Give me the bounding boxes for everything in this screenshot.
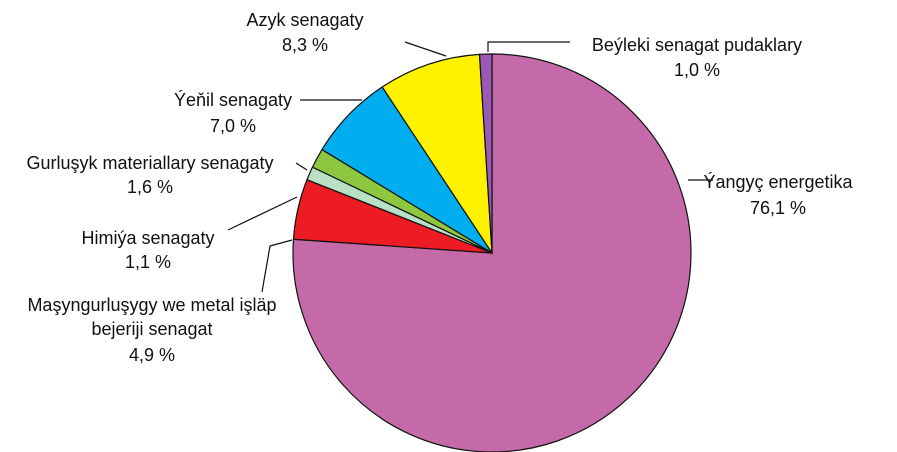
slice-label: Himiýa senagaty bbox=[81, 228, 215, 248]
slices bbox=[292, 53, 692, 452]
slice-value: 7,0 % bbox=[209, 116, 257, 136]
pie-slice bbox=[381, 53, 493, 256]
slice-label: Azyk senagaty bbox=[246, 10, 364, 30]
leader-line bbox=[227, 196, 298, 231]
slice-value: 4,9 % bbox=[128, 345, 176, 365]
pie-slice bbox=[478, 53, 493, 254]
leader-line bbox=[295, 162, 308, 171]
slice-label: Ýangyç energetika bbox=[703, 172, 853, 192]
slice-value: 76,1 % bbox=[749, 198, 807, 218]
leader-line bbox=[404, 41, 447, 57]
slice-label: Beýleki senagat pudaklary bbox=[591, 35, 803, 55]
slice-label: Ýeňil senagaty bbox=[173, 90, 293, 110]
leader-line bbox=[261, 239, 293, 293]
leader-line bbox=[487, 41, 570, 52]
slice-value: 1,6 % bbox=[126, 177, 174, 197]
slice-label: Gurluşyk materiallary senagaty bbox=[26, 153, 274, 173]
slice-label: Maşyngurluşygy we metal işläp bejeriji s… bbox=[27, 295, 277, 339]
slice-value: 1,1 % bbox=[124, 252, 172, 272]
slice-value: 8,3 % bbox=[281, 35, 329, 55]
pie-slice bbox=[292, 53, 692, 452]
leader-lines bbox=[227, 41, 713, 293]
slice-value: 1,0 % bbox=[673, 60, 721, 80]
